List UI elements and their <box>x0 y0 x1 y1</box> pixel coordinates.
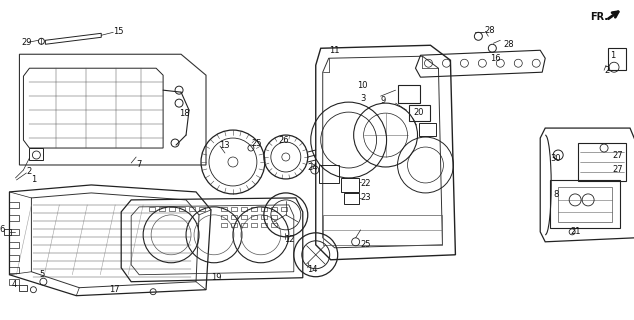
Bar <box>251 223 257 227</box>
Bar <box>10 267 20 273</box>
Text: 6: 6 <box>0 225 4 234</box>
Bar <box>159 207 165 211</box>
Text: 19: 19 <box>211 273 221 282</box>
Text: 1: 1 <box>32 175 37 184</box>
Bar <box>10 215 20 221</box>
Bar <box>398 85 420 103</box>
Text: 16: 16 <box>490 54 501 63</box>
Text: 28: 28 <box>503 40 514 49</box>
Text: 15: 15 <box>113 27 124 36</box>
Text: FR.: FR. <box>590 12 608 22</box>
Text: 5: 5 <box>39 270 44 279</box>
Text: 25: 25 <box>251 139 261 148</box>
Bar <box>10 229 20 235</box>
Text: 2: 2 <box>27 167 32 176</box>
Bar <box>261 215 267 219</box>
Text: 20: 20 <box>413 108 424 116</box>
Text: 25: 25 <box>361 240 371 249</box>
Text: 17: 17 <box>109 285 120 294</box>
Bar <box>408 105 430 121</box>
Text: 10: 10 <box>357 81 367 90</box>
Bar <box>221 215 227 219</box>
Bar <box>271 215 277 219</box>
Bar <box>241 215 247 219</box>
Text: 9: 9 <box>380 96 386 105</box>
Bar <box>221 223 227 227</box>
Text: 2: 2 <box>604 66 609 75</box>
Text: 14: 14 <box>307 265 317 274</box>
Bar <box>251 215 257 219</box>
Bar <box>340 178 359 192</box>
Bar <box>261 223 267 227</box>
Text: 23: 23 <box>361 193 372 203</box>
Bar <box>29 148 43 160</box>
Bar <box>169 207 175 211</box>
Bar <box>319 165 339 183</box>
Bar <box>10 255 20 261</box>
Bar <box>608 48 626 70</box>
Text: 13: 13 <box>219 140 230 149</box>
Bar <box>261 207 267 211</box>
Bar <box>251 207 257 211</box>
Text: 8: 8 <box>553 190 559 199</box>
Text: 1: 1 <box>610 51 616 60</box>
Bar <box>231 215 237 219</box>
Bar <box>281 207 287 211</box>
Text: 27: 27 <box>612 165 623 174</box>
Bar <box>231 207 237 211</box>
Text: 21: 21 <box>570 227 581 236</box>
Bar <box>189 207 195 211</box>
Text: 12: 12 <box>284 235 294 244</box>
Bar <box>10 242 20 248</box>
Text: 18: 18 <box>179 108 190 118</box>
Text: 26: 26 <box>279 136 290 145</box>
Bar <box>179 207 185 211</box>
Bar <box>578 143 626 181</box>
Text: 24: 24 <box>307 164 318 172</box>
Bar <box>10 202 20 208</box>
Text: 28: 28 <box>484 26 495 35</box>
Bar <box>241 223 247 227</box>
Text: 29: 29 <box>22 38 32 47</box>
Bar <box>271 223 277 227</box>
Bar <box>149 207 155 211</box>
Text: 4: 4 <box>11 280 16 289</box>
Bar <box>221 207 227 211</box>
Bar <box>10 279 20 285</box>
Text: 3: 3 <box>361 94 366 103</box>
Bar <box>271 207 277 211</box>
Bar <box>231 223 237 227</box>
Text: 27: 27 <box>612 150 623 159</box>
Bar <box>550 180 620 228</box>
Text: 7: 7 <box>136 161 141 170</box>
Text: 22: 22 <box>361 180 371 188</box>
Bar <box>241 207 247 211</box>
Bar <box>344 193 359 204</box>
Text: 11: 11 <box>328 46 339 55</box>
Bar <box>418 123 436 136</box>
Bar <box>199 207 205 211</box>
Bar <box>558 187 612 222</box>
Text: 30: 30 <box>550 154 561 163</box>
